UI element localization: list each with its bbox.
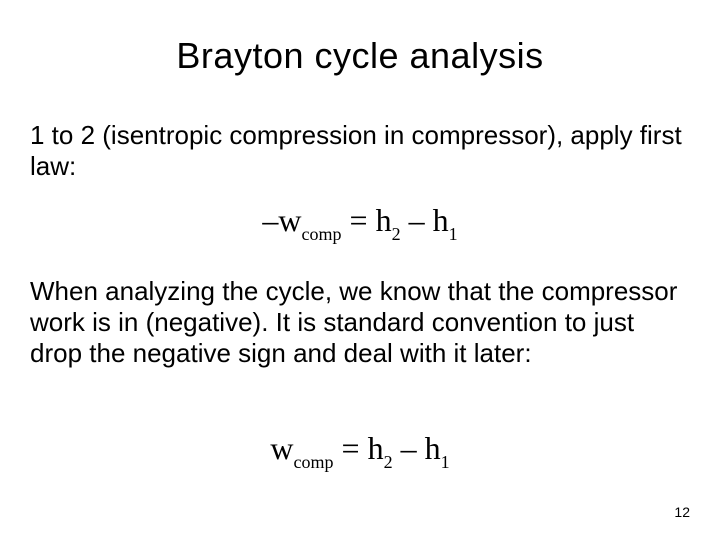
eq1-r2-sub: 1 — [449, 224, 458, 244]
eq2-lhs-sub: comp — [294, 452, 334, 472]
eq2-r2-sub: 1 — [441, 452, 450, 472]
eq1-minus: – — [401, 202, 433, 238]
eq2-minus: – — [393, 430, 425, 466]
eq2-lhs-sym: w — [270, 430, 293, 466]
equation-2: wcomp=h2–h1 — [0, 430, 720, 471]
eq1-lhs-sym: w — [278, 202, 301, 238]
equation-1: –wcomp=h2–h1 — [0, 202, 720, 243]
eq1-expression: –wcomp=h2–h1 — [262, 202, 457, 238]
eq1-r2-sym: h — [433, 202, 449, 238]
eq1-r1-sub: 2 — [392, 224, 401, 244]
slide-title: Brayton cycle analysis — [0, 35, 720, 77]
eq2-r2-sym: h — [425, 430, 441, 466]
eq2-expression: wcomp=h2–h1 — [270, 430, 449, 466]
page-number: 12 — [674, 504, 690, 520]
eq1-lhs-sub: comp — [302, 224, 342, 244]
paragraph-2: When analyzing the cycle, we know that t… — [30, 276, 690, 370]
eq2-equals: = — [334, 430, 368, 466]
eq1-neg-sign: – — [262, 202, 278, 238]
slide: Brayton cycle analysis 1 to 2 (isentropi… — [0, 0, 720, 540]
eq1-equals: = — [342, 202, 376, 238]
eq2-r1-sym: h — [368, 430, 384, 466]
eq2-r1-sub: 2 — [384, 452, 393, 472]
eq1-r1-sym: h — [376, 202, 392, 238]
paragraph-1: 1 to 2 (isentropic compression in compre… — [30, 120, 690, 182]
